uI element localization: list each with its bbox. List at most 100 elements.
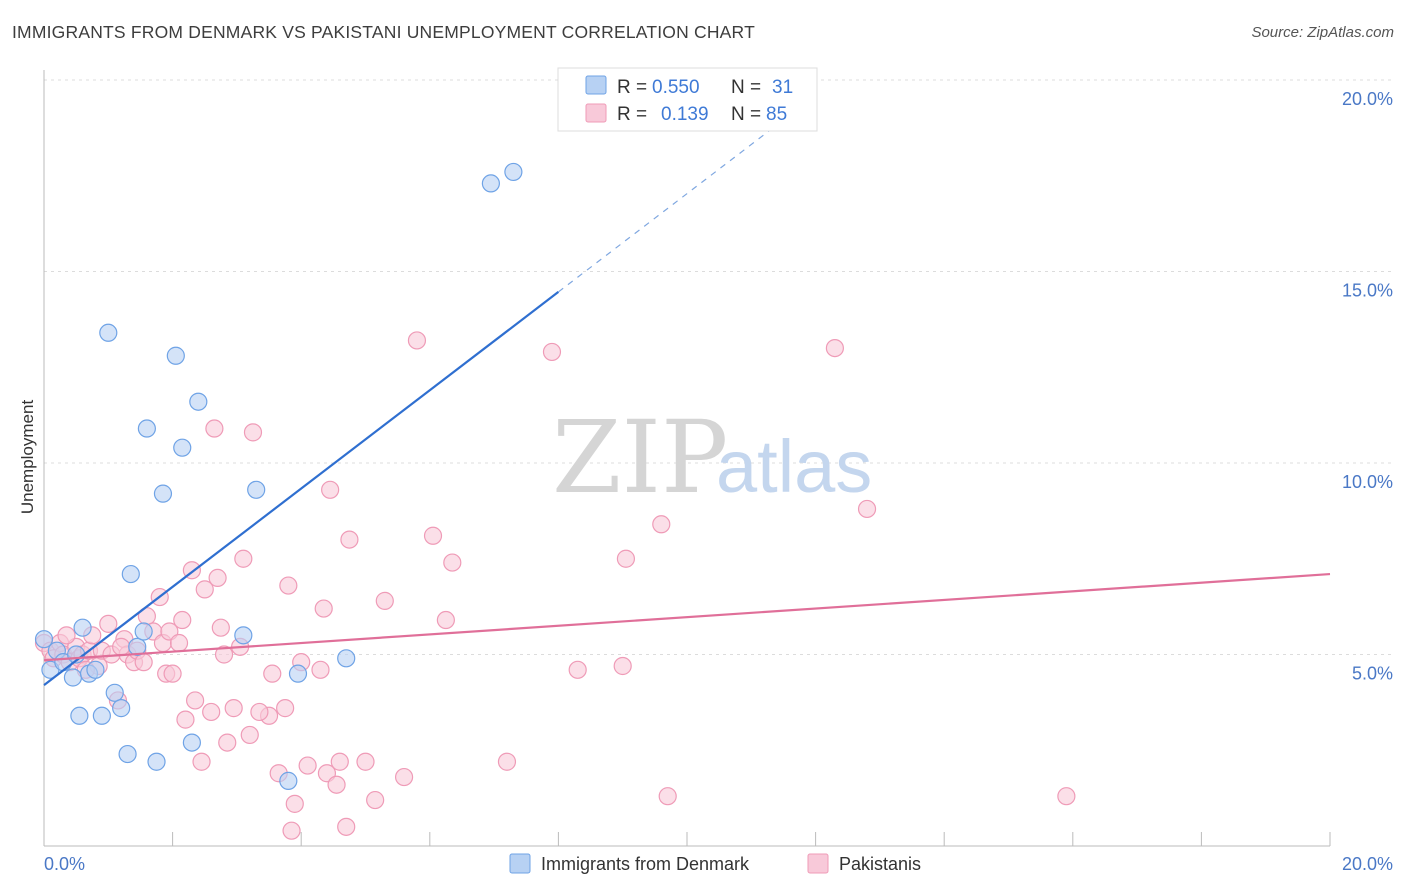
denmark-point xyxy=(337,649,356,668)
denmark-point xyxy=(112,699,131,718)
denmark-point xyxy=(234,626,253,645)
denmark-trend-line xyxy=(43,291,560,687)
series-legend-label-pakistanis: Pakistanis xyxy=(839,854,921,874)
pakistanis-point xyxy=(282,821,301,840)
y-tick-label: 15.0% xyxy=(1342,281,1393,301)
pakistanis-point xyxy=(173,610,192,630)
pakistanis-point xyxy=(192,752,211,771)
trend-lines xyxy=(43,94,1331,687)
watermark: ZIP atlas xyxy=(552,399,872,516)
denmark-point xyxy=(105,683,124,702)
pakistanis-point xyxy=(276,699,295,718)
pakistanis-point xyxy=(205,419,224,438)
pakistanis-point xyxy=(356,752,375,771)
x-axis-ticks xyxy=(43,832,1331,846)
pakistanis-point xyxy=(218,733,237,752)
pakistanis-point xyxy=(321,480,340,499)
pakistanis-point xyxy=(327,775,346,794)
series-legend-swatch-denmark xyxy=(509,853,531,874)
denmark-point xyxy=(128,637,147,656)
pakistanis-point xyxy=(163,664,182,683)
pakistanis-point xyxy=(285,794,304,813)
series-legend-swatch-pakistanis xyxy=(807,853,829,874)
denmark-point xyxy=(134,622,153,641)
denmark-point xyxy=(118,744,137,764)
pakistanis-point xyxy=(234,549,253,568)
denmark-point xyxy=(288,664,308,683)
pakistanis-point xyxy=(57,626,76,645)
pakistanis-point xyxy=(263,664,282,683)
pakistanis-point xyxy=(340,530,359,549)
pakistanis-point xyxy=(1057,787,1076,806)
y-axis-label: Unemployment xyxy=(18,400,37,515)
legend-r-label-pakistanis: R = xyxy=(617,104,647,125)
series-legend-label-denmark: Immigrants from Denmark xyxy=(541,854,750,874)
pakistanis-point xyxy=(366,790,385,810)
pakistanis-point xyxy=(214,645,234,664)
chart-title: IMMIGRANTS FROM DENMARK VS PAKISTANI UNE… xyxy=(12,22,755,42)
denmark-point xyxy=(147,752,166,771)
pakistanis-point xyxy=(134,653,153,672)
denmark-point xyxy=(63,668,83,687)
pakistanis-point xyxy=(825,339,844,358)
denmark-point xyxy=(173,438,192,457)
denmark-point xyxy=(99,323,118,342)
correlation-legend: R = 0.550 N = 31 R = 0.139 N = 85 xyxy=(557,67,818,132)
legend-swatch-denmark xyxy=(585,75,607,95)
denmark-point xyxy=(86,660,105,679)
legend-r-value-denmark: 0.550 xyxy=(652,77,700,98)
pakistanis-point xyxy=(211,618,230,637)
pakistanis-point xyxy=(169,633,189,653)
gridlines xyxy=(44,79,1393,655)
legend-r-value-pakistanis: 0.139 xyxy=(661,104,709,125)
denmark-point xyxy=(73,618,92,637)
pakistanis-point xyxy=(311,660,330,679)
series-legend: Immigrants from Denmark Pakistanis xyxy=(509,853,921,874)
watermark-atlas: atlas xyxy=(716,425,872,508)
pakistanis-point xyxy=(202,702,221,722)
watermark-zip: ZIP xyxy=(552,399,728,516)
pakistanis-point xyxy=(176,710,195,729)
denmark-point xyxy=(504,162,523,182)
denmark-point xyxy=(121,564,140,584)
denmark-point xyxy=(481,174,500,193)
pakistanis-point xyxy=(375,591,394,610)
y-tick-label: 10.0% xyxy=(1342,472,1393,492)
pakistanis-point xyxy=(658,787,677,806)
pakistanis-point xyxy=(423,526,443,545)
pakistanis-point xyxy=(394,767,414,787)
pakistanis-point xyxy=(112,637,131,656)
pakistanis-point xyxy=(497,752,517,771)
denmark-point xyxy=(92,706,111,725)
chart-source: Source: ZipAtlas.com xyxy=(1251,24,1394,41)
denmark-point xyxy=(189,392,208,411)
pakistanis-point xyxy=(224,699,243,718)
pakistanis-point xyxy=(542,342,562,362)
pakistanis-point xyxy=(250,702,269,722)
legend-n-label-pakistanis: N = xyxy=(731,104,761,125)
pakistanis-point xyxy=(613,656,632,676)
denmark-point xyxy=(137,419,156,438)
legend-n-label-denmark: N = xyxy=(731,77,761,98)
y-axis-tick-labels: 5.0% 10.0% 15.0% 20.0% xyxy=(1342,89,1393,684)
pakistanis-point xyxy=(208,568,227,588)
x-tick-label-min: 0.0% xyxy=(44,854,85,874)
legend-n-value-pakistanis: 85 xyxy=(766,104,787,125)
y-tick-label: 20.0% xyxy=(1342,89,1393,109)
denmark-point xyxy=(34,630,54,649)
pakistanis-trend-line xyxy=(43,572,1331,662)
denmark-point xyxy=(153,484,173,503)
pakistanis-point xyxy=(616,549,636,568)
x-tick-label-max: 20.0% xyxy=(1342,854,1393,874)
pakistanis-point xyxy=(99,614,118,633)
pakistanis-point xyxy=(443,553,462,572)
legend-r-label-denmark: R = xyxy=(617,77,647,98)
legend-swatch-pakistanis xyxy=(585,103,607,123)
denmark-point xyxy=(182,733,201,752)
pakistanis-point xyxy=(240,725,259,745)
pakistanis-point xyxy=(337,817,356,836)
y-tick-label: 5.0% xyxy=(1352,664,1393,684)
legend-n-value-denmark: 31 xyxy=(772,77,793,98)
series-denmark-points xyxy=(34,162,523,790)
